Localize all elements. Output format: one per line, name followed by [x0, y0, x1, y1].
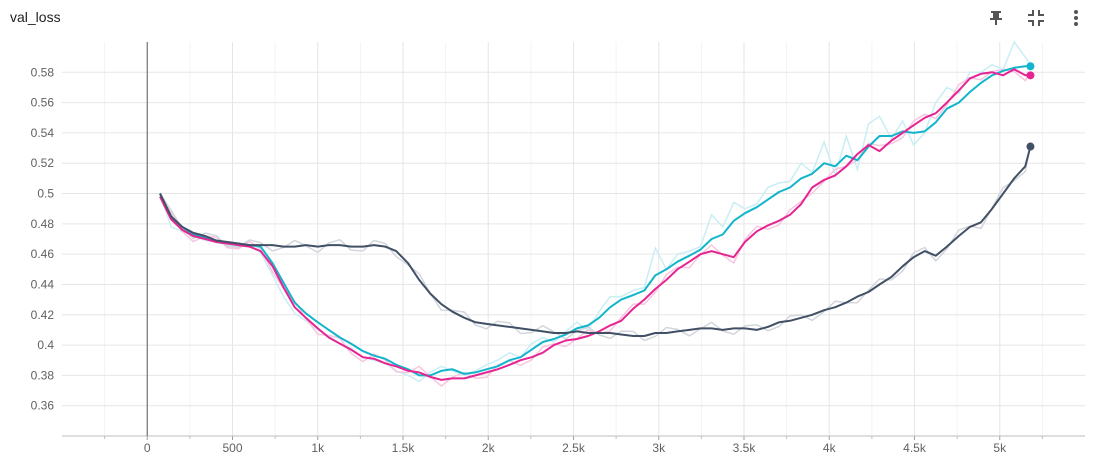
- more-vert-icon[interactable]: [1064, 6, 1088, 30]
- series-line: [159, 68, 1031, 381]
- x-tick-label: 3.5k: [733, 441, 757, 455]
- x-tick-label: 2.5k: [562, 441, 586, 455]
- y-tick-label: 0.5: [37, 187, 54, 201]
- y-tick-label: 0.38: [31, 368, 55, 382]
- y-tick-label: 0.4: [37, 338, 54, 352]
- y-tick-label: 0.42: [31, 308, 55, 322]
- series-end-point: [1026, 62, 1035, 71]
- y-tick-label: 0.58: [31, 65, 55, 79]
- x-tick-label: 5k: [993, 441, 1007, 455]
- y-tick-label: 0.46: [31, 247, 55, 261]
- raw-series-line: [159, 40, 1032, 383]
- y-tick-label: 0.56: [31, 96, 55, 110]
- y-tick-label: 0.36: [31, 399, 55, 413]
- chart-header: val_loss: [0, 0, 1094, 36]
- pin-icon[interactable]: [984, 6, 1008, 30]
- x-tick-label: 1k: [311, 441, 325, 455]
- series-line: [159, 146, 1032, 337]
- x-tick-label: 1.5k: [392, 441, 416, 455]
- series-end-point: [1026, 71, 1035, 80]
- series-end-point: [1026, 142, 1035, 151]
- y-tick-label: 0.54: [31, 126, 55, 140]
- chart-title: val_loss: [10, 9, 61, 25]
- fit-to-data-icon[interactable]: [1024, 6, 1048, 30]
- raw-series-line: [159, 142, 1032, 342]
- x-tick-label: 4.5k: [903, 441, 927, 455]
- raw-series-line: [159, 68, 1032, 387]
- x-tick-label: 2k: [482, 441, 496, 455]
- x-tick-label: 4k: [823, 441, 837, 455]
- x-tick-label: 0: [144, 441, 151, 455]
- y-tick-label: 0.48: [31, 217, 55, 231]
- y-tick-label: 0.44: [31, 277, 55, 291]
- x-tick-label: 500: [222, 441, 242, 455]
- x-tick-label: 3k: [652, 441, 666, 455]
- series-line: [159, 65, 1031, 377]
- y-tick-label: 0.52: [31, 156, 55, 170]
